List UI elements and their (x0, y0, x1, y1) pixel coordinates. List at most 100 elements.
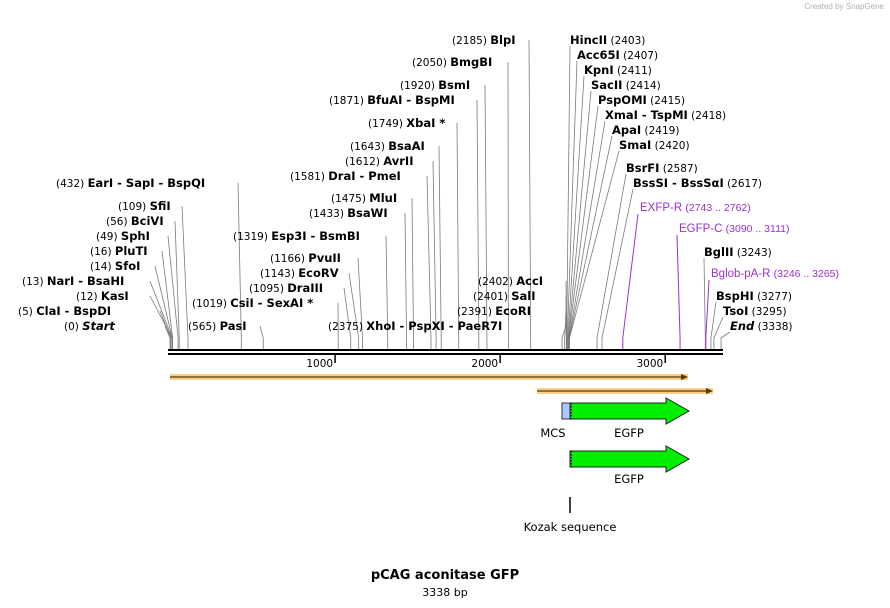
restriction-site-label: (2391) EcoRI (457, 304, 531, 318)
enzyme-name: AvrII (383, 154, 413, 168)
site-position: (2402) (478, 276, 516, 288)
site-position: (56) (106, 216, 131, 228)
site-leader-line (426, 175, 432, 349)
site-position: (1433) (309, 208, 347, 220)
primer-label: EGFP-C (3090 .. 3111) (679, 223, 789, 235)
plasmid-title: pCAG aconitase GFP (370, 568, 520, 583)
mcs-box (561, 402, 571, 420)
restriction-site-label: (1019) CsiI - SexAI * (192, 296, 313, 310)
enzyme-name: PvuII (308, 251, 341, 265)
enzyme-name: MluI (369, 191, 397, 205)
enzyme-name: DraI (328, 169, 355, 183)
site-leader-line (566, 60, 578, 349)
enzyme-name: - BspQI (155, 176, 206, 190)
site-leader-line (174, 220, 180, 349)
enzyme-name: ClaI (36, 304, 60, 318)
restriction-site-label: SacII (2414) (591, 78, 661, 92)
enzyme-name: SmaI (619, 138, 651, 152)
restriction-site-label: XmaI - TspMI (2418) (605, 108, 726, 122)
site-leader-line (159, 310, 172, 349)
site-position: (16) (90, 246, 115, 258)
restriction-site-label: (12) KasI (76, 289, 129, 303)
site-leader-line (259, 325, 264, 349)
restriction-site-label: (432) EarI - SapI - BspQI (56, 176, 205, 190)
restriction-site-label: SmaI (2420) (619, 138, 690, 152)
enzyme-name: BsrFI (626, 161, 659, 175)
site-leader-line (385, 235, 389, 349)
site-leader-line (601, 188, 634, 349)
site-leader-line (566, 45, 571, 349)
enzyme-name: BglII (704, 245, 734, 259)
enzyme-name: BmgBI (450, 55, 492, 69)
restriction-site-label: End (3338) (730, 319, 793, 333)
restriction-site-label: (49) SphI (96, 229, 150, 243)
restriction-site-label: Acc65I (2407) (577, 48, 658, 62)
enzyme-name: BfuAI (367, 93, 402, 107)
site-leader-line (432, 160, 437, 349)
restriction-site-label: (1871) BfuAI - BspMI (329, 93, 455, 107)
kozak-label: Kozak sequence (524, 520, 617, 534)
site-leader-line (438, 145, 442, 349)
enzyme-name: XmaI (605, 108, 638, 122)
site-position: (2419) (641, 125, 679, 137)
site-leader-line (476, 99, 480, 349)
enzyme-name: XhoI (366, 319, 395, 333)
site-position: (2617) (724, 178, 762, 190)
site-position: (3277) (754, 291, 792, 303)
restriction-site-label: BspHI (3277) (716, 289, 792, 303)
site-leader-line (596, 173, 627, 349)
enzyme-name: - PmeI (356, 169, 401, 183)
restriction-site-label: (13) NarI - BsaHI (22, 274, 124, 288)
site-leader-line (567, 75, 585, 349)
site-leader-line (703, 257, 706, 349)
site-leader-line (164, 325, 171, 349)
enzyme-name: - SapI (113, 176, 154, 190)
site-leader-line (237, 182, 242, 349)
site-leader-line (484, 84, 488, 349)
primer-name: Bglob-pA-R (711, 268, 774, 280)
site-position: (1319) (233, 231, 271, 243)
site-position: (2411) (614, 65, 652, 77)
enzyme-name: XbaI * (406, 116, 445, 130)
restriction-site-label: PspOMI (2415) (598, 93, 685, 107)
site-position: (3338) (754, 321, 792, 333)
enzyme-name: EcoRI (495, 304, 531, 318)
site-leader-line (167, 235, 179, 349)
restriction-site-label: (1612) AvrII (345, 154, 413, 168)
site-position: (565) (188, 321, 220, 333)
enzyme-name: SfoI (115, 259, 140, 273)
site-leader-line (348, 272, 360, 349)
restriction-site-label: (1433) BsaWI (309, 206, 388, 220)
restriction-site-label: (2050) BmgBI (412, 55, 492, 69)
enzyme-name: - PspXI (396, 319, 445, 333)
primer-label: Bglob-pA-R (3246 .. 3265) (711, 268, 839, 280)
site-leader-line (710, 301, 717, 349)
restriction-site-label: (16) PluTI (90, 244, 148, 258)
site-position: (1475) (331, 193, 369, 205)
site-position: (1581) (290, 171, 328, 183)
site-leader-line (528, 39, 532, 349)
restriction-site-label: (1166) PvuII (270, 251, 341, 265)
restriction-site-label: (2401) SalI (473, 289, 536, 303)
enzyme-name: - PaeR7I (445, 319, 503, 333)
restriction-site-label: KpnI (2411) (584, 63, 652, 77)
primer-leader-line (622, 213, 639, 349)
restriction-site-label: (1920) BsmI (400, 78, 470, 92)
egfp-arrow-2 (569, 445, 691, 473)
enzyme-name: - BspDI (61, 304, 111, 318)
egfp-label-2: EGFP (614, 472, 644, 486)
site-position: (2420) (651, 140, 689, 152)
enzyme-name: DraIII (287, 281, 323, 295)
site-position: (1643) (350, 141, 388, 153)
restriction-site-label: (2375) XhoI - PspXI - PaeR7I (328, 319, 502, 333)
enzyme-name: Start (82, 319, 115, 333)
enzyme-name: NarI (47, 274, 74, 288)
site-position: (2414) (622, 80, 660, 92)
site-position: (1143) (260, 268, 298, 280)
site-position: (2418) (688, 110, 726, 122)
enzyme-name: PspOMI (598, 93, 647, 107)
site-position: (3243) (734, 247, 772, 259)
enzyme-name: EcoRV (298, 266, 338, 280)
site-position: (1166) (270, 253, 308, 265)
restriction-site-label: (1143) EcoRV (260, 266, 339, 280)
